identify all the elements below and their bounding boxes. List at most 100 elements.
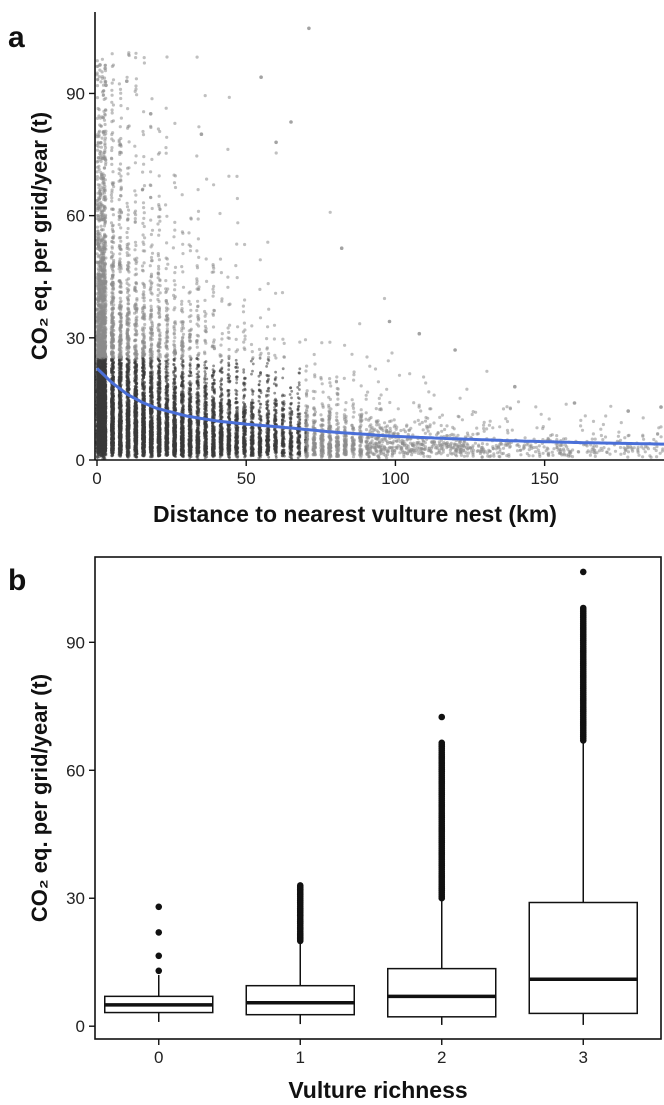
scatter-point xyxy=(142,293,146,297)
scatter-point xyxy=(344,401,348,405)
scatter-point xyxy=(235,378,239,381)
scatter-point xyxy=(173,283,177,287)
scatter-point xyxy=(158,219,162,223)
scatter-point xyxy=(119,174,123,178)
scatter-point xyxy=(459,453,463,457)
scatter-point xyxy=(352,452,356,456)
scatter-point xyxy=(173,271,177,275)
scatter-point xyxy=(580,428,585,432)
scatter-point xyxy=(487,423,491,427)
scatter-point xyxy=(242,368,246,372)
scatter-point xyxy=(181,332,186,336)
scatter-point xyxy=(119,116,123,120)
scatter-point xyxy=(166,262,170,266)
scatter-point xyxy=(111,207,115,211)
scatter-point xyxy=(133,240,138,244)
scatter-point xyxy=(412,401,416,405)
scatter-point xyxy=(142,184,147,188)
scatter-point xyxy=(534,405,538,409)
scatter-point xyxy=(504,417,508,421)
scatter-point xyxy=(95,84,100,88)
scatter-point xyxy=(188,290,192,294)
scatter-point xyxy=(482,429,486,433)
scatter-point xyxy=(555,443,560,447)
scatter-point xyxy=(205,279,209,283)
scatter-point xyxy=(165,135,169,139)
scatter-point xyxy=(652,437,656,442)
scatter-point xyxy=(205,177,209,181)
scatter-point xyxy=(273,391,277,395)
scatter-point xyxy=(189,308,193,312)
scatter-point xyxy=(103,146,108,150)
scatter-point xyxy=(180,329,184,333)
scatter-point xyxy=(343,408,347,412)
scatter-point xyxy=(150,157,154,161)
scatter-point xyxy=(379,393,383,397)
scatter-point xyxy=(109,221,114,225)
scatter-point xyxy=(180,302,184,306)
scatter-point xyxy=(95,170,99,174)
scatter-point xyxy=(259,391,263,395)
scatter-point xyxy=(195,154,199,158)
scatter-point xyxy=(150,206,154,211)
scatter-point xyxy=(491,426,495,430)
scatter-point xyxy=(142,224,146,229)
scatter-point xyxy=(445,424,449,428)
scatter-point xyxy=(97,186,101,190)
scatter-point xyxy=(117,217,121,222)
scatter-point xyxy=(464,451,468,455)
scatter-point xyxy=(564,402,568,406)
scatter-point xyxy=(203,309,207,314)
scatter-point xyxy=(257,399,261,403)
scatter-point xyxy=(428,455,432,459)
scatter-point xyxy=(350,423,354,427)
scatter-point xyxy=(234,337,238,341)
scatter-point xyxy=(475,426,479,430)
scatter-point xyxy=(141,332,145,336)
scatter-point xyxy=(119,104,123,108)
scatter-point xyxy=(421,438,425,443)
scatter-point xyxy=(427,390,431,394)
scatter-point xyxy=(118,125,122,129)
scatter-point xyxy=(158,129,162,134)
scatter-point xyxy=(515,449,520,453)
scatter-point xyxy=(438,415,442,419)
scatter-point xyxy=(110,196,114,200)
scatter-point xyxy=(485,442,489,446)
scatter-point xyxy=(99,80,103,84)
scatter-point xyxy=(480,442,485,446)
scatter-point xyxy=(243,242,247,247)
scatter-point xyxy=(522,443,526,447)
scatter-point xyxy=(181,285,186,289)
scatter-point xyxy=(156,152,161,156)
scatter-point xyxy=(117,82,121,86)
scatter-point xyxy=(364,411,368,415)
scatter-point xyxy=(368,364,372,368)
scatter-point xyxy=(416,451,420,455)
scatter-point xyxy=(235,276,239,280)
scatter-point xyxy=(258,258,262,262)
scatter-point xyxy=(212,284,216,288)
scatter-point xyxy=(321,390,325,394)
scatter-point xyxy=(335,375,339,379)
scatter-point xyxy=(535,426,539,430)
scatter-point xyxy=(211,294,215,298)
scatter-point xyxy=(589,450,593,454)
scatter-point xyxy=(267,359,271,362)
scatter-point xyxy=(416,418,420,422)
scatter-point xyxy=(488,419,492,423)
scatter-point xyxy=(203,314,207,318)
scatter-point xyxy=(547,417,551,421)
scatter-point xyxy=(220,332,224,336)
scatter-point xyxy=(134,213,138,217)
scatter-point xyxy=(164,279,168,283)
scatter-point xyxy=(235,242,239,246)
scatter-point xyxy=(143,322,147,327)
scatter-point xyxy=(181,310,185,314)
scatter-point xyxy=(602,446,606,450)
scatter-point xyxy=(267,355,271,359)
scatter-point xyxy=(228,408,232,412)
scatter-point xyxy=(227,95,231,99)
scatter-point xyxy=(165,55,169,59)
scatter-point xyxy=(195,308,199,313)
